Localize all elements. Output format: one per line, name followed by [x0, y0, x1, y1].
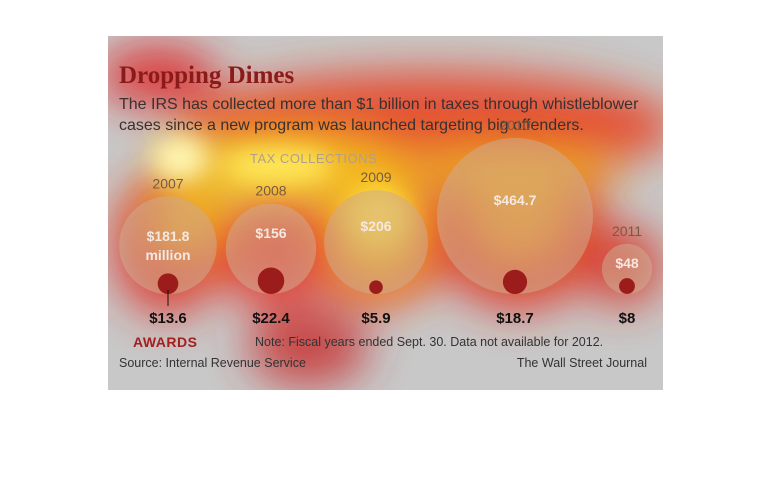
awards-value-label: $13.6: [149, 310, 187, 327]
credit-line: The Wall Street Journal: [516, 356, 647, 370]
awards-value-label: $22.4: [252, 310, 290, 327]
collections-circle: [324, 190, 428, 294]
awards-label: AWARDS: [133, 334, 198, 350]
awards-circle: [157, 273, 179, 294]
collections-value-label: $206: [360, 218, 391, 234]
awards-circle: [502, 269, 528, 294]
footnote: Note: Fiscal years ended Sept. 30. Data …: [255, 335, 604, 349]
collections-circle: [225, 203, 317, 294]
awards-value-label: $8: [619, 310, 636, 327]
year-label: 2010: [499, 117, 530, 133]
collections-circle: [119, 196, 217, 294]
collections-circle: [437, 138, 593, 294]
awards-circle: [619, 278, 635, 294]
collections-value-label: $181.8: [147, 228, 190, 244]
awards-value-label: $18.7: [496, 310, 534, 327]
bubble-plot: 2007 $181.8 million $13.6 2008 $156 $22.4 2009 $…: [119, 117, 653, 327]
year-label: 2008: [255, 183, 286, 199]
year-label: 2011: [612, 223, 642, 239]
source-line: Source: Internal Revenue Service: [119, 356, 306, 370]
collections-value-label: $48: [615, 255, 639, 271]
chart-subtitle: The IRS has collected more than $1 billi…: [119, 96, 639, 134]
chart-panel: Dropping Dimes The IRS has collected mor…: [108, 36, 663, 390]
awards-circle: [369, 280, 383, 294]
collections-value-label: $464.7: [494, 192, 537, 208]
year-label: 2009: [360, 169, 391, 185]
awards-value-label: $5.9: [361, 310, 390, 327]
chart-title: Dropping Dimes: [119, 62, 295, 89]
year-label: 2007: [152, 175, 183, 191]
collections-value-label: $156: [255, 225, 286, 241]
collections-value-label: million: [145, 247, 190, 263]
collections-circle: [601, 243, 653, 294]
section-label: TAX COLLECTIONS: [250, 151, 378, 166]
awards-circle: [257, 267, 285, 294]
